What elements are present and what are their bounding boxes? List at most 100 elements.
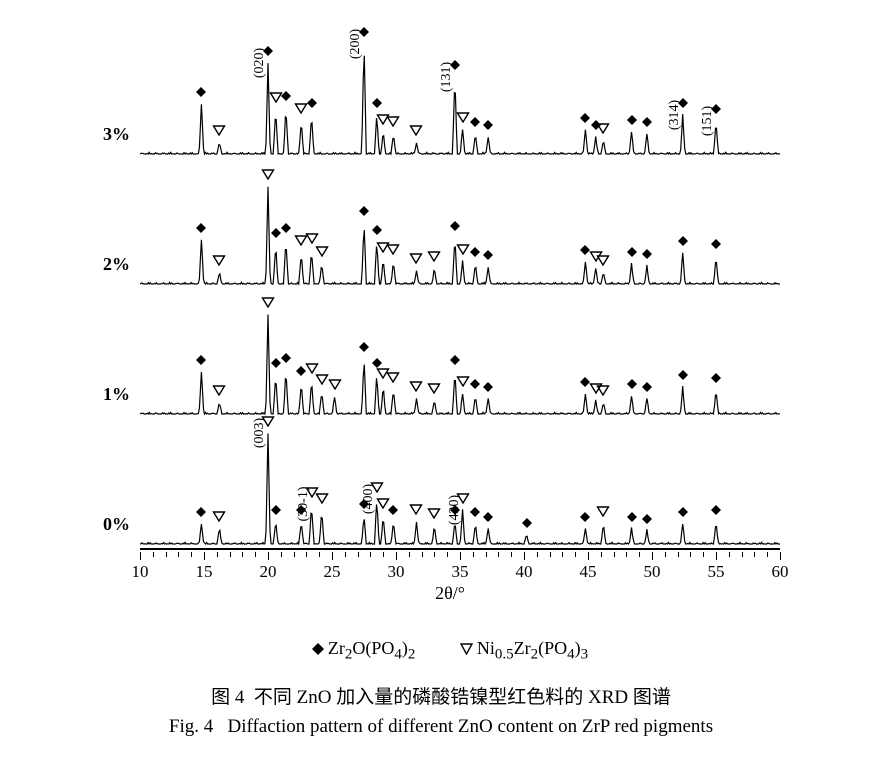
peak-index-label: (30-1) — [296, 487, 312, 522]
xtick-minor — [754, 552, 755, 557]
xtick — [396, 552, 397, 560]
diamond-icon — [281, 350, 291, 368]
diamond-icon — [483, 379, 493, 397]
xtick-minor — [626, 552, 627, 557]
xtick-minor — [230, 552, 231, 557]
peak-index-label: (314) — [667, 100, 683, 130]
xtick-label: 45 — [580, 562, 597, 582]
fig-number-cn: 图 4 — [211, 687, 244, 708]
legend-text-0: Zr2O(PO4)2 — [328, 638, 416, 658]
diamond-icon — [642, 114, 652, 132]
xtick — [140, 552, 141, 560]
diamond-icon — [627, 244, 637, 262]
diamond-icon — [678, 367, 688, 385]
xtick-minor — [166, 552, 167, 557]
xtick-minor — [409, 552, 410, 557]
xtick-label: 25 — [324, 562, 341, 582]
peak-index-label: (400) — [361, 484, 377, 514]
xrd-figure: (020)(200)(131)(314)(151)(003)(30-1)(400… — [80, 10, 820, 600]
peak-index-label: (200) — [348, 28, 364, 58]
legend-item-triangle: Ni0.5Zr2(PO4)3 — [460, 638, 588, 664]
xtick-minor — [498, 552, 499, 557]
pattern-label: 3% — [80, 124, 130, 145]
xtick-minor — [665, 552, 666, 557]
diamond-icon — [196, 352, 206, 370]
diamond-icon — [483, 117, 493, 135]
triangle-down-icon — [315, 244, 328, 262]
triangle-down-icon — [460, 639, 473, 660]
caption-english: Fig. 4 Diffaction pattern of different Z… — [0, 716, 882, 738]
xtick-minor — [319, 552, 320, 557]
xtick — [588, 552, 589, 560]
peak-index-label: (420) — [447, 495, 463, 525]
triangle-down-icon — [328, 377, 341, 395]
triangle-down-icon — [456, 242, 469, 260]
diamond-icon — [450, 352, 460, 370]
xtick-label: 60 — [772, 562, 789, 582]
diamond-icon — [483, 509, 493, 527]
xtick-minor — [217, 552, 218, 557]
xtick-minor — [242, 552, 243, 557]
diamond-icon — [711, 236, 721, 254]
diamond-icon — [711, 502, 721, 520]
triangle-down-icon — [597, 253, 610, 271]
triangle-down-icon — [597, 383, 610, 401]
xtick — [460, 552, 461, 560]
triangle-down-icon — [213, 383, 226, 401]
xtick-minor — [678, 552, 679, 557]
diamond-icon — [580, 509, 590, 527]
triangle-down-icon — [410, 251, 423, 269]
xtick-minor — [486, 552, 487, 557]
xtick-minor — [153, 552, 154, 557]
xtick-minor — [511, 552, 512, 557]
xtick-minor — [639, 552, 640, 557]
legend-text-1: Ni0.5Zr2(PO4)3 — [477, 638, 588, 658]
diamond-icon — [271, 225, 281, 243]
diamond-icon — [307, 95, 317, 113]
diamond-icon — [196, 220, 206, 238]
caption-cn-text: 不同 ZnO 加入量的磷酸锆镍型红色料的 XRD 图谱 — [254, 687, 671, 708]
xrd-pattern-svg — [140, 405, 780, 555]
diamond-icon — [359, 339, 369, 357]
xrd-pattern-svg — [140, 15, 780, 165]
diamond-icon — [678, 504, 688, 522]
xtick-minor — [281, 552, 282, 557]
xtick-minor — [703, 552, 704, 557]
diamond-icon — [372, 222, 382, 240]
triangle-down-icon — [315, 372, 328, 390]
diamond-icon — [470, 504, 480, 522]
fig-number-en: Fig. 4 — [169, 716, 213, 737]
triangle-down-icon — [315, 491, 328, 509]
diamond-icon — [627, 376, 637, 394]
xtick-label: 55 — [708, 562, 725, 582]
diamond-icon — [450, 218, 460, 236]
plot-area: (020)(200)(131)(314)(151)(003)(30-1)(400… — [140, 10, 780, 550]
diamond-icon — [281, 220, 291, 238]
xtick-minor — [345, 552, 346, 557]
xrd-pattern-svg — [140, 145, 780, 295]
diamond-icon — [627, 509, 637, 527]
diamond-icon — [196, 504, 206, 522]
triangle-down-icon — [428, 506, 441, 524]
xtick-minor — [383, 552, 384, 557]
triangle-down-icon — [213, 509, 226, 527]
triangle-down-icon — [410, 502, 423, 520]
xrd-pattern-svg — [140, 275, 780, 425]
triangle-down-icon — [213, 123, 226, 141]
xtick-minor — [742, 552, 743, 557]
peak-index-label: (151) — [700, 106, 716, 136]
triangle-down-icon — [387, 370, 400, 388]
diamond-icon — [483, 247, 493, 265]
xtick-label: 40 — [516, 562, 533, 582]
triangle-down-icon — [456, 110, 469, 128]
diamond-icon — [372, 95, 382, 113]
xtick-minor — [434, 552, 435, 557]
triangle-down-icon — [262, 295, 275, 313]
diamond-icon — [678, 233, 688, 251]
xtick-minor — [473, 552, 474, 557]
triangle-down-icon — [213, 253, 226, 271]
diamond-icon — [388, 502, 398, 520]
triangle-down-icon — [597, 504, 610, 522]
diamond-icon — [522, 515, 532, 533]
xtick-minor — [614, 552, 615, 557]
